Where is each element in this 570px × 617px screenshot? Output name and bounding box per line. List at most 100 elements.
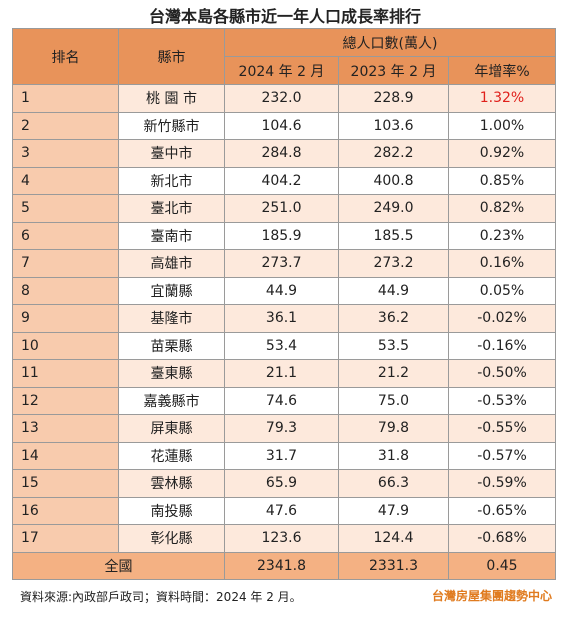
cell: 10 [12,331,119,360]
cell: 8 [12,276,119,305]
cell: 5 [12,194,119,223]
row: 2 新竹縣市 104.6 103.6 1.00% [12,111,556,140]
cell: -0.16% [448,331,556,360]
cell: 屏東縣 [118,414,225,443]
cell: 185.5 [338,221,449,250]
cell: 2331.3 [338,551,449,580]
row: 17 彰化縣 123.6 124.4 -0.68% [12,524,556,553]
cell: 1.00% [448,111,556,140]
title: 台灣本島各縣市近一年人口成長率排行 [148,7,421,26]
cell: 249.0 [338,194,449,223]
row: 5 臺北市 251.0 249.0 0.82% [12,194,556,223]
header-cell: 總人口數(萬人) [224,28,556,57]
cell: 11 [12,359,119,388]
cell: 31.7 [224,441,339,470]
cell: 臺中市 [118,139,225,168]
cell: 124.4 [338,524,449,553]
header-cell: 2024 年 2 月 [224,56,339,85]
cell: 74.6 [224,386,339,415]
row: 16 南投縣 47.6 47.9 -0.65% [12,496,556,525]
cell: 0.05% [448,276,556,305]
total-row: 全國 2341.8 2331.3 0.45 [12,551,556,580]
cell: 185.9 [224,221,339,250]
cell: 宜蘭縣 [118,276,225,305]
cell: 12 [12,386,119,415]
row: 11 臺東縣 21.1 21.2 -0.50% [12,359,556,388]
cell: 0.16% [448,249,556,278]
cell: 36.1 [224,304,339,333]
cell: 228.9 [338,84,449,113]
cell: 44.9 [224,276,339,305]
cell: 南投縣 [118,496,225,525]
cell: 104.6 [224,111,339,140]
cell: 31.8 [338,441,449,470]
cell: 17 [12,524,119,553]
cell: 79.8 [338,414,449,443]
cell: 75.0 [338,386,449,415]
cell: 9 [12,304,119,333]
cell: 284.8 [224,139,339,168]
cell: 65.9 [224,469,339,498]
table: 排名 縣市 總人口數(萬人) 2024 年 2 月 2023 年 2 月 年增率… [12,28,556,580]
cell: 4 [12,166,119,195]
cell: 123.6 [224,524,339,553]
cell: 0.82% [448,194,556,223]
cell: -0.53% [448,386,556,415]
cell: 全國 [12,551,225,580]
cell: 高雄市 [118,249,225,278]
row: 12 嘉義縣市 74.6 75.0 -0.53% [12,386,556,415]
row: 4 新北市 404.2 400.8 0.85% [12,166,556,195]
cell: 7 [12,249,119,278]
cell: -0.57% [448,441,556,470]
cell: 0.92% [448,139,556,168]
cell: 14 [12,441,119,470]
row: 13 屏東縣 79.3 79.8 -0.55% [12,414,556,443]
cell: 103.6 [338,111,449,140]
brand: 台灣房屋集團趨勢中心 [431,589,552,603]
cell: 44.9 [338,276,449,305]
row: 6 臺南市 185.9 185.5 0.23% [12,221,556,250]
row: 15 雲林縣 65.9 66.3 -0.59% [12,469,556,498]
cell: 2341.8 [224,551,339,580]
cell: 2 [12,111,119,140]
cell: 嘉義縣市 [118,386,225,415]
header-cell: 年增率% [448,56,556,85]
row: 8 宜蘭縣 44.9 44.9 0.05% [12,276,556,305]
source-note: 資料來源:內政部戶政司；資料時間：2024 年 2 月。 [20,590,302,604]
cell: -0.50% [448,359,556,388]
cell: 0.45 [448,551,556,580]
header-cell: 2023 年 2 月 [338,56,449,85]
row: 3 臺中市 284.8 282.2 0.92% [12,139,556,168]
cell: 15 [12,469,119,498]
cell: 0.85% [448,166,556,195]
cell: 16 [12,496,119,525]
row: 14 花蓮縣 31.7 31.8 -0.57% [12,441,556,470]
cell: 臺北市 [118,194,225,223]
row: 10 苗栗縣 53.4 53.5 -0.16% [12,331,556,360]
cell: 1 [12,84,119,113]
cell: 36.2 [338,304,449,333]
cell: 79.3 [224,414,339,443]
cell: 臺南市 [118,221,225,250]
cell: 400.8 [338,166,449,195]
cell: -0.59% [448,469,556,498]
cell: 404.2 [224,166,339,195]
header-cell: 縣市 [118,28,225,85]
header-cell: 排名 [12,28,119,85]
cell: 花蓮縣 [118,441,225,470]
cell: -0.68% [448,524,556,553]
cell: 47.9 [338,496,449,525]
cell: 273.2 [338,249,449,278]
cell: 3 [12,139,119,168]
row: 7 高雄市 273.7 273.2 0.16% [12,249,556,278]
cell: 彰化縣 [118,524,225,553]
cell: 新竹縣市 [118,111,225,140]
cell: 苗栗縣 [118,331,225,360]
cell: 21.2 [338,359,449,388]
cell: 53.4 [224,331,339,360]
cell: 47.6 [224,496,339,525]
cell: 雲林縣 [118,469,225,498]
